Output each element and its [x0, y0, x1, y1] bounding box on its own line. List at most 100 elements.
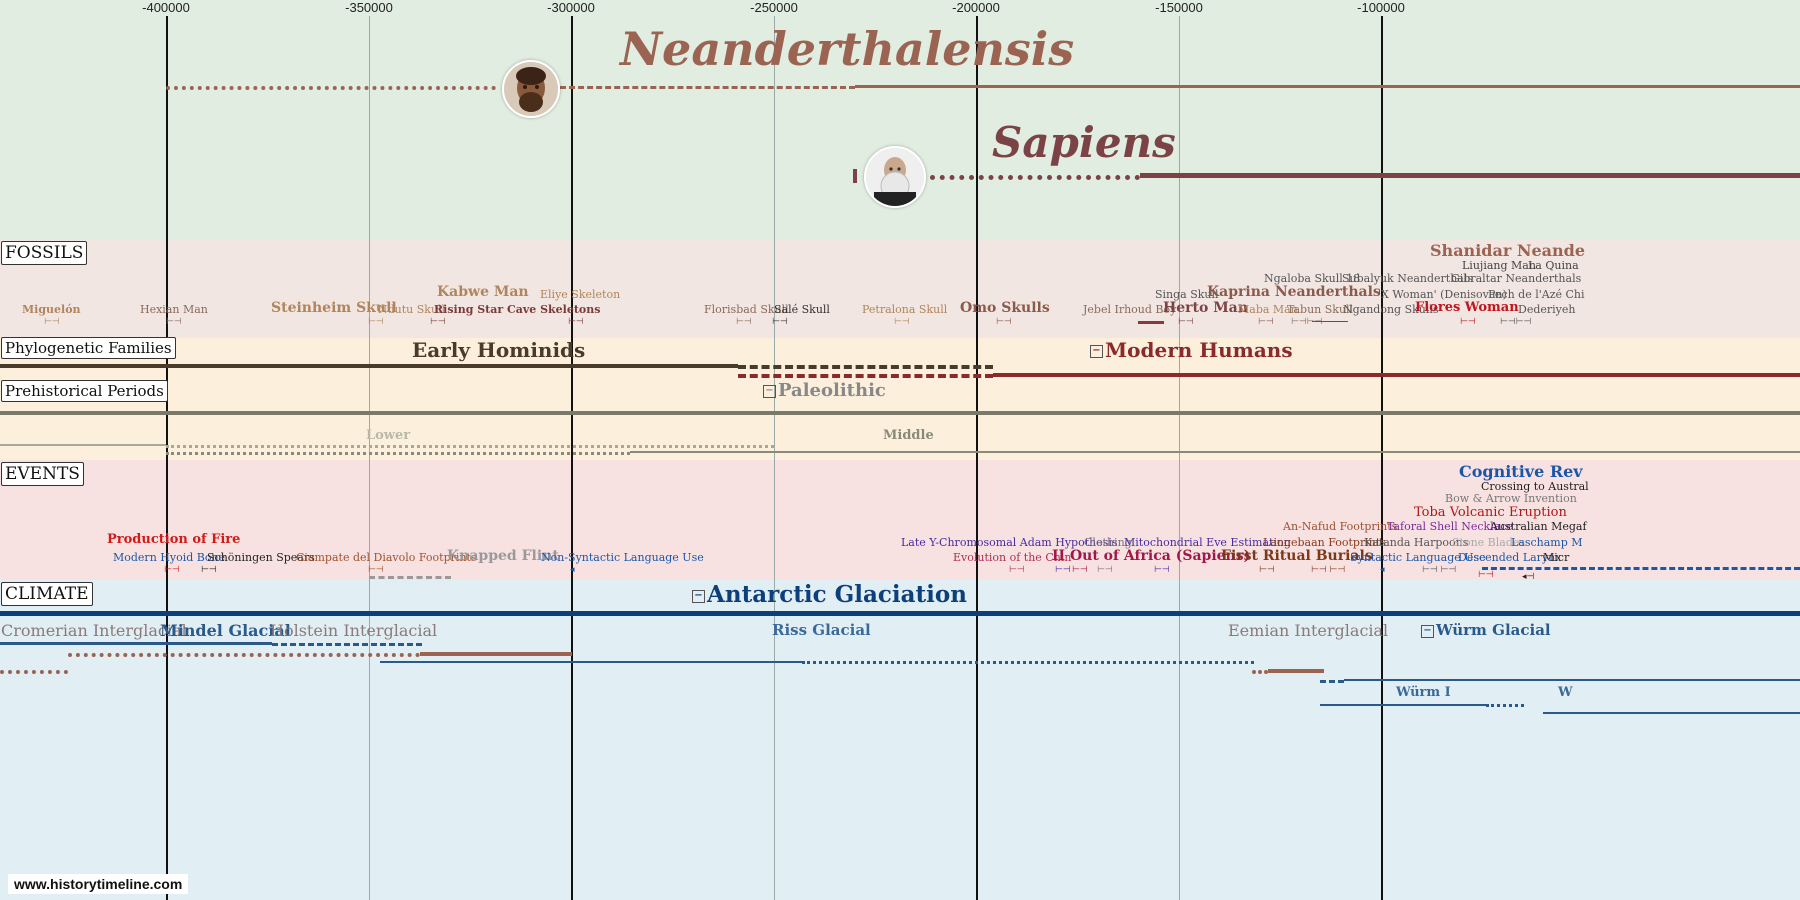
sapiens-title[interactable]: Sapiens [992, 118, 1176, 167]
events-section-label[interactable]: EVENTS [1, 462, 84, 486]
fossil-ngaloba[interactable]: Ngaloba Skull 18 [1264, 272, 1361, 285]
early-hominids-range[interactable] [0, 364, 738, 368]
fossil-peche[interactable]: Pech de l'Azé Chi [1488, 288, 1585, 301]
fossil-maba[interactable]: Maba Man [1238, 303, 1298, 316]
antarctic-range[interactable] [0, 611, 1800, 616]
fossil-dederiyeh[interactable]: Dederiyeh [1518, 303, 1576, 316]
climate-wurm[interactable]: − Würm Glacial [1421, 621, 1551, 639]
fossil-herto[interactable]: Herto Man [1163, 300, 1248, 316]
fossil-kaprina[interactable]: Kaprina Neanderthals [1207, 284, 1381, 300]
time-axis[interactable]: -400000 -350000 -300000 -250000 -200000 … [0, 0, 1800, 18]
event-stone-blades[interactable]: Stone Blades [1452, 536, 1526, 549]
event-bow[interactable]: Bow & Arrow Invention [1445, 492, 1577, 505]
fossil-gibraltar[interactable]: Gibraltar Neanderthals [1451, 272, 1582, 285]
climate-antarctic[interactable]: − Antarctic Glaciation [692, 581, 967, 608]
fossil-ndutu[interactable]: Ndutu Skull [378, 303, 446, 316]
climate-riss[interactable]: Riss Glacial [772, 621, 871, 639]
event-hyoid[interactable]: Modern Hyoid Bone [113, 551, 226, 564]
event-ritual[interactable]: First Ritual Burials [1221, 548, 1373, 564]
fossil-singa[interactable]: Singa Skull [1155, 288, 1219, 301]
event-knapped[interactable]: Knapped Flint [447, 548, 559, 564]
phylo-early-hominids[interactable]: Early Hominids [412, 338, 586, 362]
fossil-shanidar[interactable]: Shanidar Neande [1430, 241, 1585, 260]
climate-section-label[interactable]: CLIMATE [1, 582, 93, 606]
fossil-subalyuk[interactable]: Subalyuk Neanderthals [1342, 272, 1474, 285]
event-larynx[interactable]: Descended Larynx [1458, 551, 1562, 564]
sapiens-range[interactable] [1140, 173, 1800, 178]
fossil-sale[interactable]: Salé Skull [774, 303, 830, 316]
event-micro[interactable]: Micr [1543, 551, 1570, 564]
event-out-africa[interactable]: II Out of Africa (Sapiens) [1052, 548, 1251, 564]
event-syntactic[interactable]: Syntactic Language Use [1350, 551, 1486, 564]
event-marker: ◂ [570, 565, 575, 575]
fossil-ngandong[interactable]: Ngandong Skulls [1343, 303, 1439, 316]
event-toba[interactable]: Toba Volcanic Eruption [1414, 505, 1567, 520]
grid-line [166, 16, 168, 900]
middle-range[interactable] [630, 451, 1800, 453]
event-cognitive[interactable]: Cognitive Rev [1459, 462, 1583, 481]
event-ciampate[interactable]: Ciampate del Diavolo Footprints [296, 551, 477, 564]
climate-eemian[interactable]: Eemian Interglacial [1228, 621, 1389, 640]
event-megafauna[interactable]: Australian Megaf [1490, 520, 1587, 533]
fossil-marker: ⊢⊣ [44, 317, 60, 327]
phylo-modern-humans[interactable]: − Modern Humans [1090, 338, 1293, 362]
event-marker: ⊢⊣ [368, 565, 384, 575]
collapse-icon[interactable]: − [1090, 345, 1103, 358]
climate-holstein[interactable]: Holstein Interglacial [270, 621, 438, 640]
event-crossing[interactable]: Crossing to Austral [1481, 480, 1589, 493]
fossil-range [1138, 321, 1164, 324]
fossil-flores[interactable]: Flores Woman [1415, 300, 1519, 315]
fossils-section-label[interactable]: FOSSILS [1, 241, 88, 265]
event-taforal[interactable]: Taforal Shell Necklace [1387, 520, 1513, 533]
period-paleolithic[interactable]: − Paleolithic [763, 380, 886, 401]
neanderthal-avatar[interactable] [502, 60, 560, 118]
climate-mindel[interactable]: Mindel Glacial [160, 621, 291, 640]
fossil-la-quina[interactable]: La Quina [1528, 259, 1579, 272]
fossil-petralona[interactable]: Petralona Skull [862, 303, 948, 316]
event-non-syntactic[interactable]: Non-Syntactic Language Use [541, 551, 704, 564]
modern-humans-range[interactable] [993, 373, 1800, 377]
event-production-fire[interactable]: Production of Fire [107, 532, 241, 547]
prehistorical-section-label[interactable]: Prehistorical Periods [1, 380, 168, 402]
phylogenetic-section-label[interactable]: Phylogenetic Families [1, 337, 176, 359]
fossil-eliye[interactable]: Eliye Skeleton [540, 288, 621, 301]
fossil-jebel[interactable]: Jebel Irhoud Boy [1083, 303, 1177, 316]
fossil-steinheim[interactable]: Steinheim Skull [271, 300, 397, 316]
fossil-omo[interactable]: Omo Skulls [960, 300, 1050, 316]
period-lower[interactable]: Lower [366, 428, 411, 443]
fossil-rising-star[interactable]: Rising Star Cave Skeletons [434, 303, 601, 316]
fossil-hexian[interactable]: Hexian Man [140, 303, 208, 316]
event-laschamp[interactable]: Laschamp M [1511, 536, 1583, 549]
event-langebaan[interactable]: Langebaan Footprints [1263, 536, 1386, 549]
event-katanda[interactable]: Katanda Harpoons [1364, 536, 1469, 549]
fossil-miguelon[interactable]: Miguelón [22, 303, 81, 316]
event-schoningen[interactable]: Schöningen Spears [207, 551, 315, 564]
site-credit[interactable]: www.historytimeline.com [8, 874, 189, 894]
fossil-x-woman[interactable]: 'X Woman' (Denisovan) [1378, 288, 1507, 301]
event-marker: ⊢⊣ [201, 565, 217, 575]
climate-cromerian[interactable]: Cromerian Interglacial [1, 621, 187, 640]
event-y-adam[interactable]: Late Y-Chromosomal Adam Hypothesis [901, 536, 1118, 549]
fossil-liujiang[interactable]: Liujiang Man [1462, 259, 1536, 272]
event-an-nafud[interactable]: An-Nafud Footprints [1283, 520, 1398, 533]
climate-wurm-next[interactable]: W [1558, 685, 1573, 700]
climate-wurm1[interactable]: Würm I [1396, 685, 1451, 700]
event-clothing[interactable]: Clothing [1084, 536, 1132, 549]
fossil-kabwe[interactable]: Kabwe Man [437, 284, 529, 300]
axis-tick: -300000 [547, 0, 595, 15]
neanderthalensis-title[interactable]: Neanderthalensis [620, 22, 1075, 76]
neanderthal-range[interactable] [855, 85, 1800, 88]
event-mito-eve[interactable]: Mitochondrial Eve Estimation [1124, 536, 1291, 549]
paleolithic-range[interactable] [0, 411, 1800, 415]
event-chin[interactable]: Evolution of the Chin [953, 551, 1072, 564]
sapiens-avatar[interactable] [864, 146, 926, 208]
collapse-icon[interactable]: − [692, 589, 705, 603]
collapse-icon[interactable]: − [763, 384, 776, 398]
riss-range-dotted [802, 661, 1254, 664]
fossil-marker: ⊢⊣ [368, 317, 384, 327]
fossil-florisbad[interactable]: Florisbad Skull [704, 303, 789, 316]
fossil-tabun[interactable]: Tabun Skull [1287, 303, 1354, 316]
period-middle[interactable]: Middle [883, 428, 934, 443]
collapse-icon[interactable]: − [1421, 624, 1434, 638]
riss-range [380, 661, 802, 663]
